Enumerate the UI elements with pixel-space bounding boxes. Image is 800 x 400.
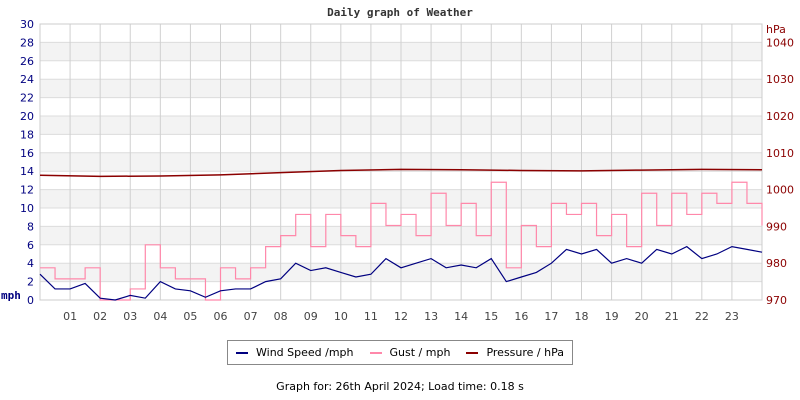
- x-tick-label: 06: [214, 310, 228, 323]
- left-tick-label: 30: [20, 18, 34, 31]
- legend-item-wind: Wind Speed /mph: [236, 346, 354, 359]
- legend-label: Pressure / hPa: [486, 346, 564, 359]
- left-tick-label: 10: [20, 202, 34, 215]
- x-tick-label: 20: [635, 310, 649, 323]
- left-tick-label: 26: [20, 55, 34, 68]
- legend-swatch: [369, 351, 382, 354]
- x-tick-label: 08: [274, 310, 288, 323]
- left-tick-label: 16: [20, 147, 34, 160]
- right-tick-label: 970: [766, 294, 787, 307]
- legend-label: Wind Speed /mph: [256, 346, 354, 359]
- weather-chart: 0246810121416182022242628309709809901000…: [1, 18, 794, 323]
- footer-info: Graph for: 26th April 2024; Load time: 0…: [276, 380, 524, 393]
- left-tick-label: 6: [27, 239, 34, 252]
- x-tick-label: 17: [544, 310, 558, 323]
- x-tick-label: 18: [575, 310, 589, 323]
- x-tick-label: 23: [725, 310, 739, 323]
- left-tick-label: 28: [20, 36, 34, 49]
- x-tick-label: 12: [394, 310, 408, 323]
- plot-border: [39, 23, 763, 301]
- x-tick-label: 16: [514, 310, 528, 323]
- left-tick-label: 24: [20, 73, 34, 86]
- left-tick-label: 22: [20, 92, 34, 105]
- legend-item-gust: Gust / mph: [369, 346, 451, 359]
- left-tick-label: 8: [27, 220, 34, 233]
- left-tick-label: 20: [20, 110, 34, 123]
- left-tick-label: 0: [27, 294, 34, 307]
- x-tick-label: 09: [304, 310, 318, 323]
- right-tick-label: 1020: [766, 110, 794, 123]
- x-tick-label: 03: [123, 310, 137, 323]
- legend-label: Gust / mph: [389, 346, 451, 359]
- x-tick-label: 07: [244, 310, 258, 323]
- x-tick-label: 21: [665, 310, 679, 323]
- legend: Wind Speed /mph Gust / mph Pressure / hP…: [227, 340, 573, 365]
- right-tick-label: 1030: [766, 73, 794, 86]
- chart-title: Daily graph of Weather: [327, 6, 473, 19]
- x-tick-label: 02: [93, 310, 107, 323]
- legend-swatch: [466, 351, 479, 354]
- left-axis-label: mph: [1, 289, 21, 302]
- x-tick-label: 19: [605, 310, 619, 323]
- x-tick-label: 14: [454, 310, 468, 323]
- left-tick-label: 2: [27, 276, 34, 289]
- x-tick-label: 10: [334, 310, 348, 323]
- series-line-pressure: [39, 168, 763, 178]
- x-tick-label: 22: [695, 310, 709, 323]
- x-tick-label: 01: [63, 310, 77, 323]
- series-line-gust: [40, 181, 763, 301]
- legend-swatch: [236, 351, 248, 354]
- left-tick-label: 12: [20, 184, 34, 197]
- right-tick-label: 980: [766, 257, 787, 270]
- right-tick-label: 1010: [766, 147, 794, 160]
- x-tick-label: 05: [183, 310, 197, 323]
- left-tick-label: 14: [20, 165, 34, 178]
- legend-item-pressure: Pressure / hPa: [466, 346, 564, 359]
- x-tick-label: 11: [364, 310, 378, 323]
- left-tick-label: 18: [20, 128, 34, 141]
- x-tick-label: 04: [153, 310, 167, 323]
- right-tick-label: 1000: [766, 184, 794, 197]
- right-tick-label: 1040: [766, 36, 794, 49]
- left-tick-label: 4: [27, 257, 34, 270]
- right-axis-label: hPa: [766, 23, 786, 36]
- right-tick-label: 990: [766, 220, 787, 233]
- x-tick-label: 15: [484, 310, 498, 323]
- series-line-wind: [39, 245, 763, 301]
- x-tick-label: 13: [424, 310, 438, 323]
